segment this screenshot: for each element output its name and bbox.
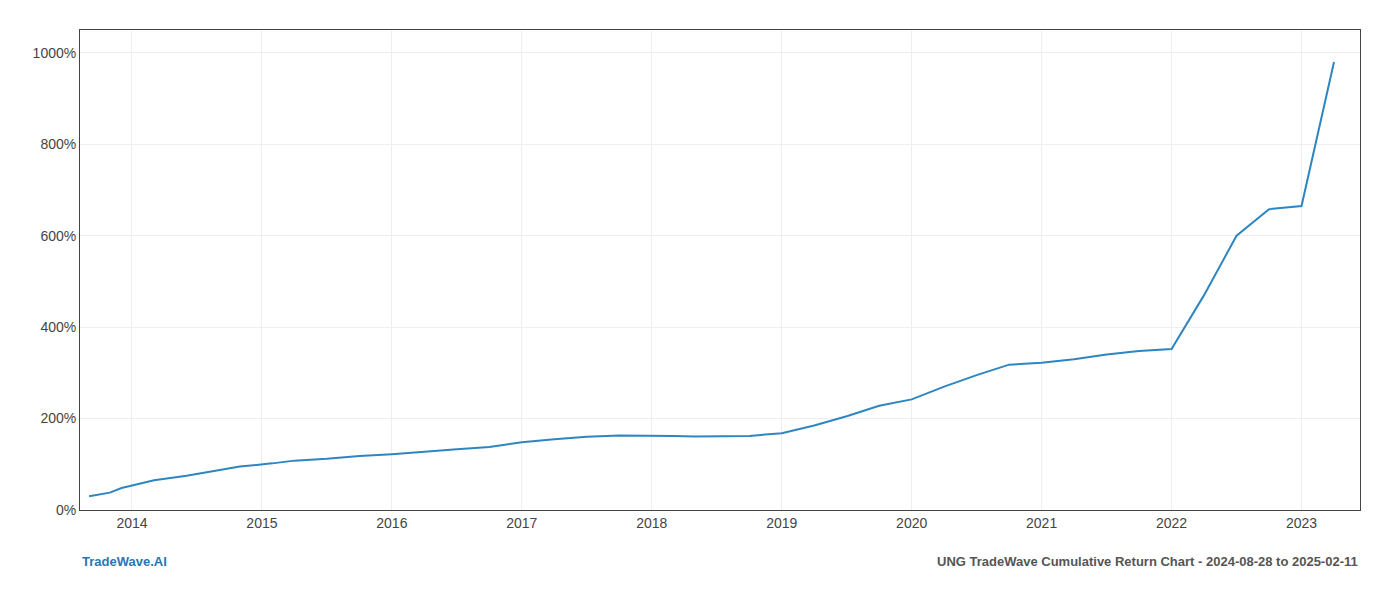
svg-text:2018: 2018 — [636, 515, 667, 531]
svg-text:600%: 600% — [40, 228, 76, 244]
svg-text:2017: 2017 — [506, 515, 537, 531]
svg-text:2016: 2016 — [376, 515, 407, 531]
svg-text:2015: 2015 — [246, 515, 277, 531]
svg-text:2021: 2021 — [1026, 515, 1057, 531]
svg-text:0%: 0% — [56, 502, 76, 518]
svg-text:2020: 2020 — [896, 515, 927, 531]
svg-text:1000%: 1000% — [33, 45, 77, 61]
svg-text:400%: 400% — [40, 319, 76, 335]
svg-text:200%: 200% — [40, 410, 76, 426]
svg-text:800%: 800% — [40, 136, 76, 152]
svg-text:2023: 2023 — [1286, 515, 1317, 531]
svg-text:UNG TradeWave Cumulative Retur: UNG TradeWave Cumulative Return Chart - … — [937, 554, 1358, 569]
svg-text:TradeWave.AI: TradeWave.AI — [82, 554, 167, 569]
svg-text:2014: 2014 — [116, 515, 147, 531]
svg-text:2019: 2019 — [766, 515, 797, 531]
svg-text:2022: 2022 — [1156, 515, 1187, 531]
